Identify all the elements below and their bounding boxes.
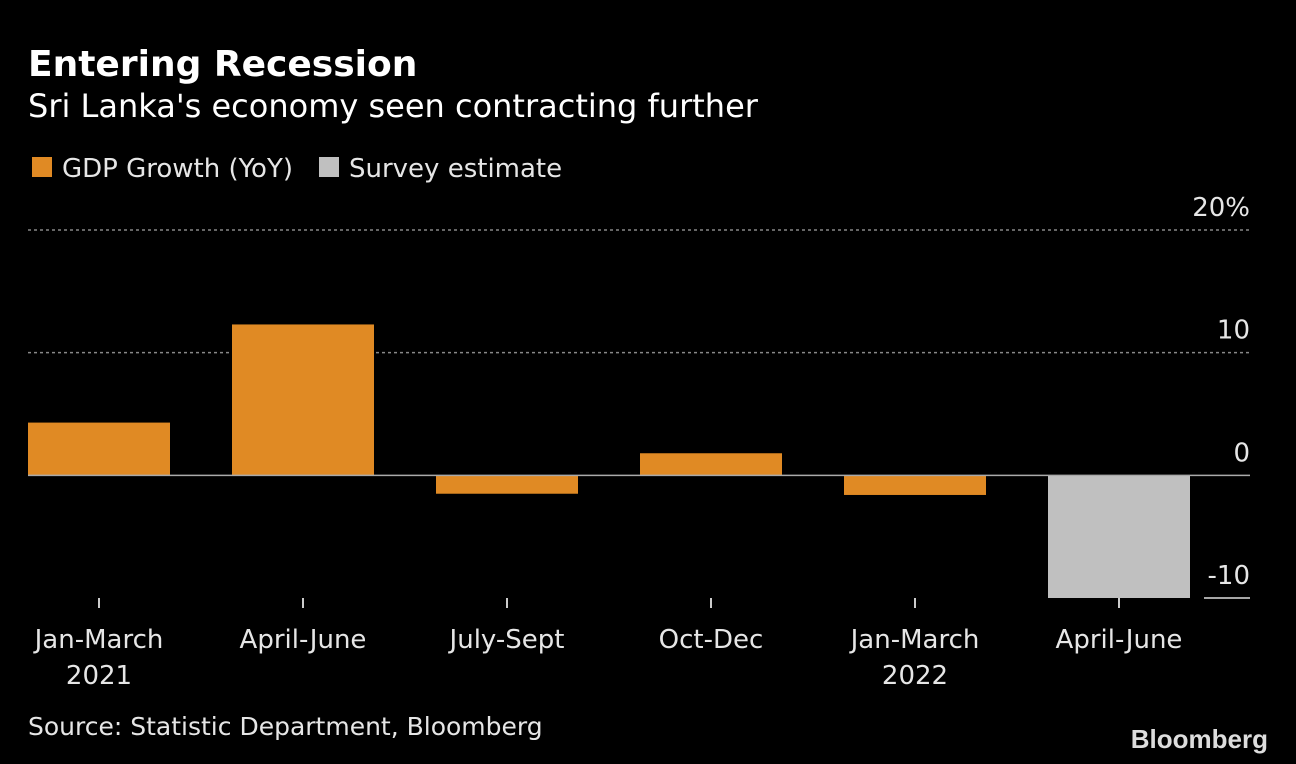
x-tick-label: July-Sept	[448, 625, 565, 655]
x-tick-label: April-June	[1056, 625, 1183, 655]
y-tick-label: 0	[1233, 438, 1250, 468]
bar	[436, 475, 578, 494]
x-tick-label: Jan-March 2021	[33, 625, 164, 691]
x-tick-label: Jan-March 2022	[849, 625, 980, 691]
source-note: Source: Statistic Department, Bloomberg	[28, 712, 543, 741]
brand: Bloomberg	[1131, 724, 1268, 754]
chart-subtitle: Sri Lanka's economy seen contracting fur…	[28, 87, 759, 125]
chart-title: Entering Recession	[28, 44, 417, 85]
y-tick-label: 10	[1217, 316, 1250, 346]
legend-swatch	[32, 157, 52, 177]
legend-label: GDP Growth (YoY)	[62, 154, 293, 184]
y-tick-label: 20%	[1192, 193, 1250, 223]
bar	[28, 422, 170, 476]
x-tick-label: April-June	[240, 625, 367, 655]
bar	[640, 453, 782, 476]
x-tick-label: Oct-Dec	[659, 625, 764, 655]
legend-swatch	[319, 157, 339, 177]
bar	[844, 475, 986, 495]
y-tick-label: -10	[1208, 561, 1250, 591]
bar	[232, 324, 374, 476]
legend-label: Survey estimate	[349, 154, 562, 184]
bar	[1048, 475, 1190, 598]
